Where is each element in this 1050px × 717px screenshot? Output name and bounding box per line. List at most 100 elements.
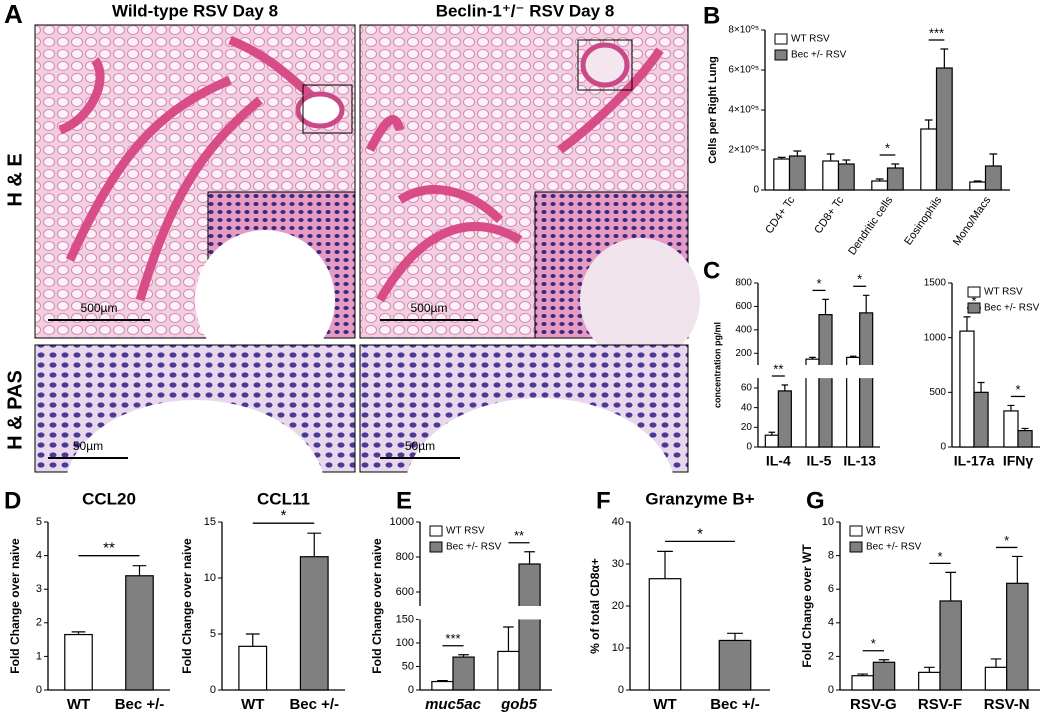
x-tick-label: CD4+ Tc [763, 194, 797, 236]
bar [918, 671, 941, 691]
bar [125, 575, 154, 691]
chart-title: Granzyme B+ [645, 489, 754, 508]
y-tick-label: 4×10⁰⁵ [728, 105, 759, 116]
significance-label: * [937, 549, 942, 564]
significance-label: * [971, 293, 976, 308]
row-label: H & E [4, 153, 26, 206]
legend-label: Bec +/- RSV [984, 303, 1040, 314]
x-tick-label: IL-13 [843, 453, 876, 469]
legend-label: Bec +/- RSV [866, 542, 922, 553]
error-bar [1021, 427, 1029, 431]
x-tick-label: IL-5 [807, 453, 832, 469]
error-bar [857, 673, 868, 676]
x-tick-label: muc5ac [425, 696, 482, 713]
panel-letter: E [396, 487, 412, 514]
lumen [580, 238, 700, 362]
legend-label: WT RSV [791, 34, 830, 45]
y-tick-label: 2 [36, 617, 42, 629]
error-bar [1012, 555, 1023, 584]
significance-label: ** [103, 540, 115, 557]
error-bar [945, 571, 956, 601]
legend-label: WT RSV [866, 526, 905, 537]
error-bar [768, 431, 776, 436]
error-bar [132, 565, 147, 576]
error-bar [727, 632, 743, 641]
lumen [65, 400, 325, 580]
bar [969, 181, 987, 191]
legend-swatch [429, 541, 443, 553]
chart-title: CCL11 [257, 489, 310, 508]
bar [518, 563, 541, 691]
y-tick-label: 6×10⁰⁵ [728, 65, 759, 76]
zoom-box [577, 39, 633, 91]
error-bar [822, 298, 829, 315]
legend-label: WT RSV [446, 526, 485, 537]
scale-label: 50µm [73, 439, 103, 453]
bar [984, 666, 1008, 691]
y-tick-label: 0 [210, 684, 216, 696]
x-tick-label: IFNγ [1003, 453, 1034, 469]
error-bar [842, 159, 851, 164]
legend-label: Bec +/- RSV [791, 50, 847, 61]
legend-swatch [774, 33, 788, 45]
x-tick-label: Eosinophils [902, 194, 944, 247]
panel-letter: G [806, 487, 825, 514]
error-bar [777, 156, 786, 159]
y-tick-label: 600 [396, 586, 414, 598]
airway [580, 42, 630, 88]
bar [984, 165, 1002, 191]
bar [773, 158, 791, 191]
bar [648, 578, 682, 691]
legend-label: Bec +/- RSV [446, 542, 502, 553]
y-tick-label: 0 [618, 684, 624, 696]
x-tick-label: Mono/Macs [951, 194, 994, 248]
error-bar [963, 316, 971, 332]
error-bar [71, 631, 86, 635]
error-bar [1007, 404, 1015, 411]
y-axis-label: Fold Change over WT [800, 544, 814, 668]
y-tick-label: 0 [36, 684, 42, 696]
significance-label: * [1015, 382, 1020, 397]
bar [788, 155, 806, 191]
significance-label: *** [929, 25, 944, 40]
panel-letter: F [596, 487, 611, 514]
bar [1006, 582, 1029, 691]
error-bar [891, 163, 900, 168]
y-tick-label: 50 [402, 660, 414, 672]
x-tick-label: WT [241, 696, 264, 713]
error-bar [989, 153, 998, 166]
y-tick-label: 10 [204, 572, 216, 584]
y-tick-label: 0 [828, 684, 834, 696]
y-tick-label: 20 [741, 422, 753, 433]
y-tick-label: 60 [741, 383, 753, 394]
bar [935, 67, 953, 191]
bar [64, 633, 93, 691]
bar [872, 661, 896, 691]
y-tick-label: 10 [612, 642, 624, 654]
y-tick-label: 8×10⁰⁵ [728, 25, 759, 36]
x-tick-label: RSV-F [918, 696, 962, 713]
y-tick-label: 3 [36, 583, 42, 595]
x-tick-label: WT [653, 696, 676, 713]
y-tick-label: 0 [408, 684, 414, 696]
legend-swatch [849, 541, 863, 553]
scale-label: 50µm [405, 439, 435, 453]
bar [973, 391, 989, 448]
error-bar [849, 355, 857, 358]
legend-swatch [774, 49, 788, 61]
y-tick-label: 10 [822, 516, 834, 528]
airway [58, 35, 333, 302]
significance-label: ** [773, 361, 783, 376]
error-bar [657, 550, 673, 579]
x-tick-label: gob5 [500, 696, 537, 713]
bar [299, 556, 329, 691]
error-bar [809, 356, 816, 360]
y-tick-label: 8 [828, 550, 834, 562]
x-tick-label: WT [67, 696, 90, 713]
x-tick-label: Bec +/- [115, 696, 165, 713]
significance-label: * [816, 276, 821, 291]
y-axis-label: Fold Change over naive [8, 538, 22, 674]
y-axis-label: Fold Change over naive [370, 538, 384, 674]
